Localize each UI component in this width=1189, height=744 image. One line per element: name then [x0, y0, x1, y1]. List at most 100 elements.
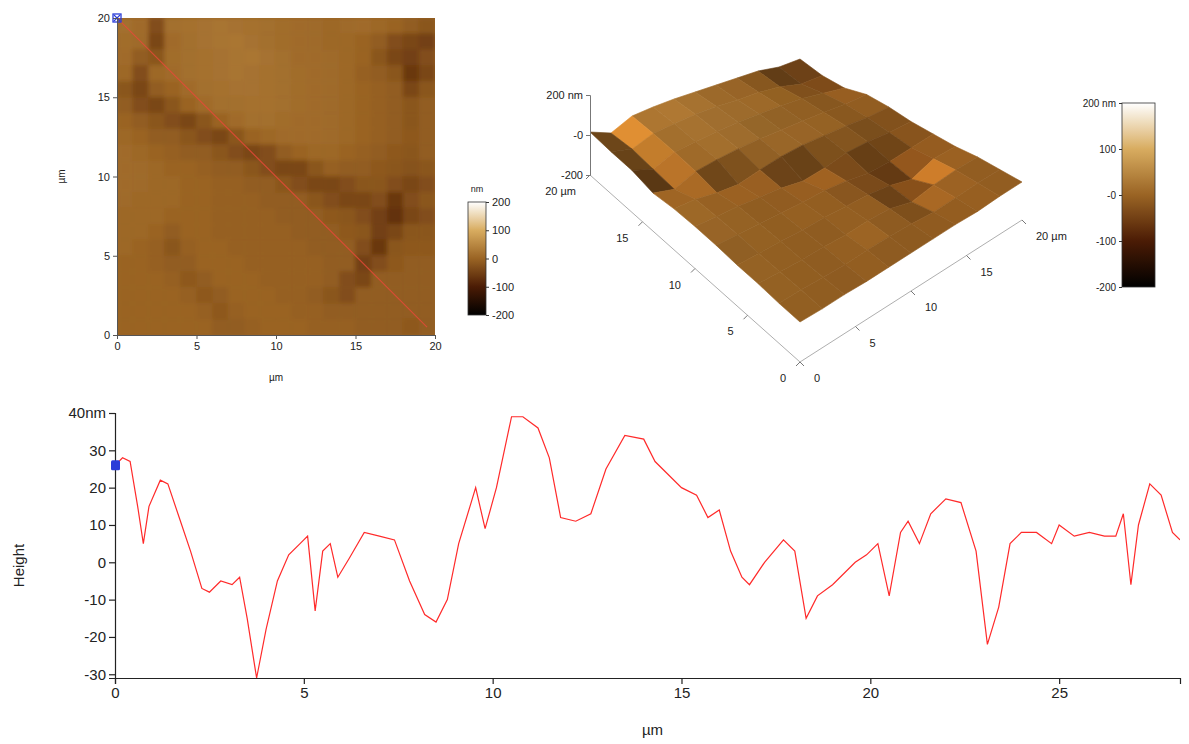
- profile-y-tick: 0: [98, 554, 115, 571]
- map-cell: [133, 303, 149, 319]
- map-cell: [212, 18, 228, 34]
- map-cell: [340, 50, 356, 66]
- profile-x-tick: 5: [300, 678, 308, 701]
- map-cell: [133, 50, 149, 66]
- map-cell: [244, 161, 260, 177]
- map-cell: [292, 272, 308, 288]
- map-colorbar-tick-label: -100: [492, 281, 514, 293]
- map-cell: [387, 224, 403, 240]
- map-cell: [356, 129, 372, 145]
- map-cell: [244, 240, 260, 256]
- map-cell: [340, 145, 356, 161]
- map-cell: [308, 272, 324, 288]
- map-cell: [228, 161, 244, 177]
- map-cell: [149, 224, 165, 240]
- map-cell: [212, 256, 228, 272]
- map-cell: [276, 66, 292, 82]
- map-cell: [181, 177, 197, 193]
- map-cell: [197, 50, 213, 66]
- map-cell: [228, 113, 244, 129]
- map-cell: [324, 240, 340, 256]
- profile-x-tick: 0: [111, 678, 119, 701]
- profile-y-tick: 10: [89, 516, 115, 533]
- map-cell: [260, 113, 276, 129]
- map-cell: [371, 240, 387, 256]
- map-x-tick-label: 15: [350, 340, 362, 352]
- surface-x-axis-line: [800, 220, 1022, 362]
- map-cell: [133, 272, 149, 288]
- map-cell: [292, 81, 308, 97]
- map-colorbar-axis: -200-1000100200: [486, 196, 514, 321]
- map-cell: [356, 240, 372, 256]
- map-cell: [308, 113, 324, 129]
- map-cell: [181, 303, 197, 319]
- map-cell: [149, 18, 165, 34]
- map-cell: [276, 319, 292, 335]
- map-cell: [244, 319, 260, 335]
- map-cell: [324, 177, 340, 193]
- map-cell: [244, 177, 260, 193]
- map-cell: [276, 287, 292, 303]
- map-cell: [371, 18, 387, 34]
- map-colorbar-tick: -200: [486, 309, 514, 321]
- map-cell: [403, 177, 419, 193]
- profile-y-tick-label: 0: [98, 554, 106, 571]
- map-cell: [308, 303, 324, 319]
- surface-z-tick: 200 nm: [546, 89, 590, 101]
- map-cell: [117, 272, 133, 288]
- surface-z-axis-line: [586, 96, 591, 176]
- map-x-tick: 20: [429, 335, 441, 352]
- map-cell: [356, 208, 372, 224]
- map-cell: [197, 161, 213, 177]
- map-cell: [340, 97, 356, 113]
- map-cell: [197, 81, 213, 97]
- map-cell: [340, 18, 356, 34]
- map-cell: [403, 240, 419, 256]
- map-cell: [419, 272, 435, 288]
- map-cell: [403, 18, 419, 34]
- map-colorbar-tick-label: -200: [492, 309, 514, 321]
- map-cell: [419, 224, 435, 240]
- map-y-tick: 0: [104, 329, 117, 341]
- map-cell: [133, 224, 149, 240]
- map-cell: [324, 113, 340, 129]
- profile-y-tick-mark: [109, 525, 115, 526]
- map-cell: [387, 240, 403, 256]
- map-cell: [228, 50, 244, 66]
- map-colorbar-tick-label: 0: [492, 253, 498, 265]
- surface-colorbar-tick: -200: [1096, 282, 1122, 293]
- map-cell: [212, 272, 228, 288]
- map-cell: [165, 192, 181, 208]
- map-cell: [419, 129, 435, 145]
- map-cell: [197, 272, 213, 288]
- map-cell: [292, 97, 308, 113]
- profile-x-axis-title: µm: [642, 721, 663, 738]
- map-cell: [308, 161, 324, 177]
- map-cell: [356, 34, 372, 50]
- surface-z-tick-label: -200: [561, 169, 583, 181]
- surface-colorbar-tick-label: -200: [1096, 282, 1116, 293]
- map-cell: [197, 319, 213, 335]
- map-cell: [403, 287, 419, 303]
- map-cell: [133, 129, 149, 145]
- map-cell: [324, 272, 340, 288]
- map-cell: [244, 208, 260, 224]
- profile-y-tick-mark: [109, 637, 115, 638]
- map-cell: [340, 34, 356, 50]
- map-cell: [292, 303, 308, 319]
- map-cell: [324, 208, 340, 224]
- map-x-tick: 5: [194, 335, 200, 352]
- map-cell: [340, 113, 356, 129]
- map-cell: [181, 97, 197, 113]
- map-cell: [228, 66, 244, 82]
- map-cell: [340, 66, 356, 82]
- map-x-tick-label: 10: [270, 340, 282, 352]
- map-cell: [356, 18, 372, 34]
- map-cell: [133, 81, 149, 97]
- map-cell: [165, 224, 181, 240]
- map-cell: [133, 319, 149, 335]
- profile-y-tick-label: -30: [84, 666, 106, 683]
- map-cell: [308, 240, 324, 256]
- map-cell: [387, 113, 403, 129]
- surface-x-tick-mark: [967, 256, 971, 260]
